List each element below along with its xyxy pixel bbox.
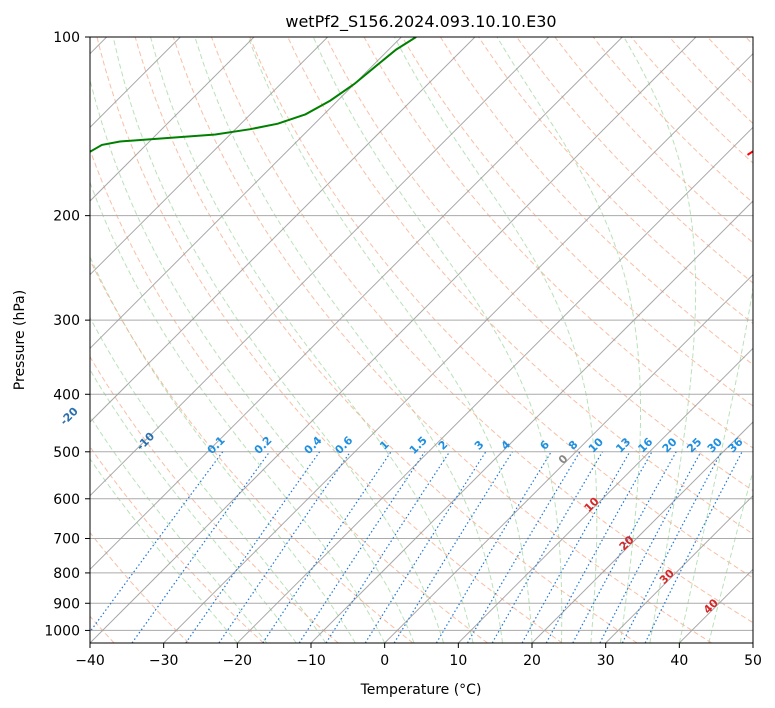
dry-adiabat [211,37,753,624]
x-tick-label: 40 [670,653,688,669]
mixing-ratio-line [218,451,351,643]
moist-adiabat [150,37,474,643]
x-tick-label: −20 [223,653,253,669]
moist-adiabat [312,37,563,643]
isotherm-line [90,37,476,423]
mixing-ratio-line [545,451,653,643]
mixing-ratio-line [325,451,451,643]
isotherm-line [457,347,753,643]
x-tick-label: 50 [744,653,762,669]
dry-adiabat [90,531,190,643]
y-axis-title: Pressure (hPa) [12,290,28,390]
plot-frame [89,36,754,644]
x-axis-title: Temperature (°C) [360,682,482,698]
dry-adiabat [478,37,753,325]
isotherm-line [531,421,753,643]
dry-adiabat [172,37,712,643]
moist-adiabat [678,284,753,643]
mixing-ratio-line [262,451,392,643]
in-plot-labels: 010203040-100-90-80-70-60-50-40-30-20-10… [0,367,746,617]
series-line-0 [90,37,417,153]
isotherm-line [90,37,402,350]
dry-adiabat [287,37,753,535]
moist-adiabat [90,255,356,643]
y-tick-label: 200 [53,209,80,225]
y-tick-label: 700 [53,532,80,548]
y-tick-label: 500 [53,445,80,461]
moist-adiabat [90,458,238,643]
y-tick-label: 800 [53,566,80,582]
plot-background [90,37,753,643]
dry-adiabat [96,37,563,643]
dry-adiabat [401,37,753,407]
mixing-ratio-line [131,451,271,643]
moist-adiabat [393,37,598,643]
moist-adiabat [90,415,268,643]
mixing-ratio-line [90,451,224,633]
isotherm-line [90,37,550,497]
mixing-ratio-line [298,451,426,643]
mixing-ratio-line [599,451,702,643]
moist-adiabat [112,37,445,643]
dry-adiabat [439,37,753,366]
isotherm-line [605,494,753,643]
x-tick-label: 20 [523,653,541,669]
moist-adiabat [496,37,641,643]
dry-adiabat [90,148,488,643]
mixing-ratio-line [521,451,631,643]
dry-adiabat [90,355,339,643]
y-tick-label: 1000 [44,623,80,639]
x-tick-label: 0 [380,653,389,669]
moist-adiabat [90,77,415,643]
isotherm-line [90,37,329,276]
isotherm-grid [90,37,753,643]
x-tick-label: −30 [149,653,179,669]
dry-adiabat [90,258,414,643]
dry-adiabat [592,37,753,204]
mixing-ratio-line [435,451,552,643]
chart-title: wetPf2_S156.2024.093.10.10.E30 [285,12,556,32]
isotherm-line [90,37,697,643]
isotherm-line [384,273,753,643]
dry-adiabat [325,37,753,492]
mixing-ratio-line [644,451,743,643]
isotherm-line [310,200,753,643]
mixing-ratio-line [364,451,487,643]
moist-adiabat [247,37,533,643]
mixing-ratio-lines [90,451,743,643]
mixing-ratio-line [572,451,677,643]
x-tick-label: −40 [75,653,105,669]
moist-adiabat [90,316,327,643]
isotherm-line [752,642,753,643]
y-tick-label: 900 [53,596,80,612]
y-tick-label: 300 [53,313,80,329]
y-tick-label: 100 [53,30,80,46]
x-axis-ticks: −40 −30 −20 −10 0 10 20 30 40 50 [75,643,762,669]
moist-adiabat [623,37,697,643]
x-tick-label: 10 [449,653,467,669]
isotherm-line [90,37,623,571]
dry-adiabat-label: -30 [0,367,2,390]
mixing-ratio-line [185,451,321,643]
moist-adiabat [194,37,503,643]
x-tick-label: −10 [296,653,326,669]
isotherm-line [236,126,753,643]
y-tick-label: 600 [53,492,80,508]
sounding-profiles [90,37,753,156]
y-axis-ticks: 100 200 300 400 500 600 700 800 900 1000 [44,30,90,639]
dry-adiabat-label: -20 [58,404,81,427]
dry-adiabat [249,37,753,579]
y-tick-label: 400 [53,387,80,403]
isotherm-line [163,52,753,643]
isotherm-line [90,37,255,202]
x-tick-label: 30 [597,653,615,669]
